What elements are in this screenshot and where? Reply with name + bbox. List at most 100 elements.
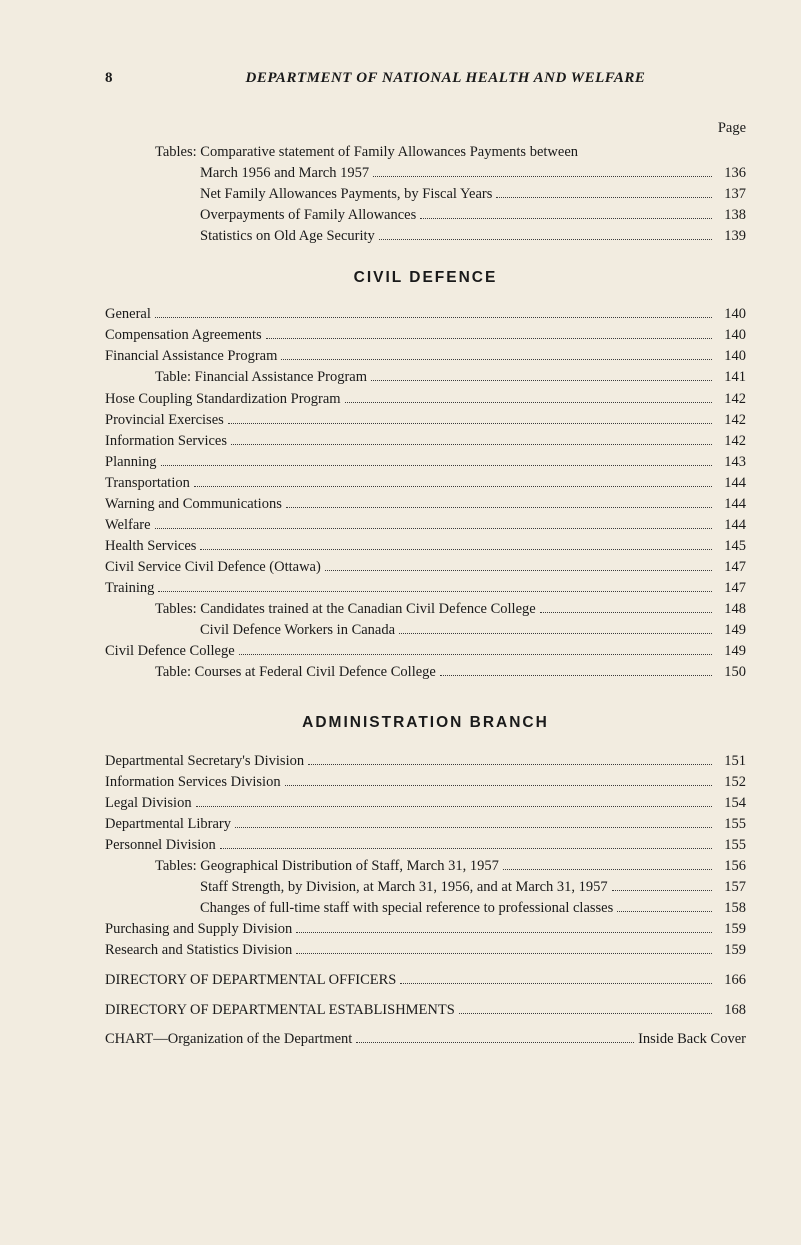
toc-leader-dots	[371, 380, 712, 381]
toc-label: Civil Defence Workers in Canada	[200, 621, 395, 641]
toc-leader-dots	[231, 444, 712, 445]
toc-label: Welfare	[105, 516, 151, 536]
toc-leader-dots	[161, 465, 712, 466]
toc-page-number: 145	[716, 537, 746, 557]
page-number: 8	[105, 70, 145, 87]
page-header: 8 DEPARTMENT OF NATIONAL HEALTH AND WELF…	[105, 70, 746, 87]
toc-leader-dots	[379, 239, 712, 240]
toc-entry: Hose Coupling Standardization Program142	[105, 390, 746, 410]
toc-label: Departmental Secretary's Division	[105, 752, 304, 772]
toc-page-number: 159	[716, 941, 746, 961]
toc-entry: General140	[105, 305, 746, 325]
toc-leader-dots	[200, 549, 712, 550]
toc-leader-dots	[194, 486, 712, 487]
toc-page-number: 158	[716, 899, 746, 919]
toc-page-number: Inside Back Cover	[638, 1030, 746, 1050]
toc-page-number: 140	[716, 305, 746, 325]
toc-entry: Legal Division 154	[105, 794, 746, 814]
toc-entry: Purchasing and Supply Division159	[105, 920, 746, 940]
toc-leader-dots	[617, 911, 712, 912]
toc-leader-dots	[325, 570, 712, 571]
toc-page-number: 144	[716, 474, 746, 494]
toc-leader-dots	[235, 827, 712, 828]
toc-label: Health Services	[105, 537, 196, 557]
toc-page-number: 149	[716, 642, 746, 662]
toc-entry: Statistics on Old Age Security 139	[105, 227, 746, 247]
toc-leader-dots	[399, 633, 712, 634]
toc-label: Tables: Geographical Distribution of Sta…	[155, 857, 499, 877]
toc-label: Table: Courses at Federal Civil Defence …	[155, 663, 436, 683]
toc-leader-dots	[285, 785, 712, 786]
toc-page-number: 142	[716, 432, 746, 452]
toc-page-number: 144	[716, 516, 746, 536]
toc-leader-dots	[296, 953, 712, 954]
toc-entry: Table: Financial Assistance Program141	[105, 368, 746, 388]
toc-leader-dots	[459, 1013, 712, 1014]
toc-entry: Departmental Library 155	[105, 815, 746, 835]
toc-label: Training	[105, 579, 154, 599]
toc-leader-dots	[503, 869, 712, 870]
toc-page-number: 140	[716, 326, 746, 346]
civil-defence-heading: CIVIL DEFENCE	[105, 268, 746, 289]
toc-entry: Provincial Exercises142	[105, 411, 746, 431]
toc-page-number: 137	[716, 185, 746, 205]
toc-entry: Net Family Allowances Payments, by Fisca…	[105, 185, 746, 205]
toc-page-number: 151	[716, 752, 746, 772]
toc-leader-dots	[155, 317, 712, 318]
toc-page-number: 159	[716, 920, 746, 940]
toc-entry: Personnel Division155	[105, 836, 746, 856]
toc-label: Personnel Division	[105, 836, 216, 856]
toc-label: DIRECTORY OF DEPARTMENTAL OFFICERS	[105, 971, 396, 991]
toc-page-number: 147	[716, 558, 746, 578]
toc-label: Tables: Candidates trained at the Canadi…	[155, 600, 536, 620]
toc-page-number: 157	[716, 878, 746, 898]
toc-leader-dots	[356, 1042, 634, 1043]
toc-entry: Planning143	[105, 453, 746, 473]
toc-leader-dots	[420, 218, 712, 219]
toc-label: Net Family Allowances Payments, by Fisca…	[200, 185, 492, 205]
toc-entry: Information Services142	[105, 432, 746, 452]
toc-entry: Overpayments of Family Allowances138	[105, 206, 746, 226]
toc-entry: Information Services Division152	[105, 773, 746, 793]
toc-page-number: 144	[716, 495, 746, 515]
toc-page-number: 147	[716, 579, 746, 599]
toc-entry: Tables: Candidates trained at the Canadi…	[105, 600, 746, 620]
toc-page-number: 166	[716, 971, 746, 991]
toc-entry: Health Services 145	[105, 537, 746, 557]
top-tables-block: Tables: Comparative statement of Family …	[105, 143, 746, 247]
civil-defence-entries: General140Compensation Agreements140Fina…	[105, 305, 746, 683]
toc-page-number: 139	[716, 227, 746, 247]
toc-entry: Civil Defence Workers in Canada149	[105, 621, 746, 641]
toc-leader-dots	[228, 423, 712, 424]
toc-label: Table: Financial Assistance Program	[155, 368, 367, 388]
toc-page-number: 156	[716, 857, 746, 877]
toc-page-number: 154	[716, 794, 746, 814]
toc-label: Overpayments of Family Allowances	[200, 206, 416, 226]
toc-label: Departmental Library	[105, 815, 231, 835]
toc-label: Statistics on Old Age Security	[200, 227, 375, 247]
toc-entry: DIRECTORY OF DEPARTMENTAL ESTABLISHMENTS…	[105, 1001, 746, 1021]
toc-entry: Transportation144	[105, 474, 746, 494]
toc-entry: Financial Assistance Program140	[105, 347, 746, 367]
toc-leader-dots	[345, 402, 712, 403]
toc-label: Legal Division	[105, 794, 192, 814]
toc-label: Planning	[105, 453, 157, 473]
toc-entry: CHART—Organization of the Department Insi…	[105, 1030, 746, 1050]
toc-entry: Research and Statistics Division159	[105, 941, 746, 961]
toc-entry: Civil Service Civil Defence (Ottawa)147	[105, 558, 746, 578]
toc-leader-dots	[296, 932, 712, 933]
toc-entry: Compensation Agreements140	[105, 326, 746, 346]
toc-leader-dots	[540, 612, 712, 613]
toc-leader-dots	[400, 983, 712, 984]
tables-prefix: Tables: Comparative statement of Family …	[155, 143, 578, 163]
toc-leader-dots	[266, 338, 712, 339]
toc-entry: Changes of full-time staff with special …	[105, 899, 746, 919]
toc-label: Financial Assistance Program	[105, 347, 277, 367]
page-column-label: Page	[105, 119, 746, 139]
toc-leader-dots	[308, 764, 712, 765]
toc-label: CHART—Organization of the Department	[105, 1030, 352, 1050]
toc-label: Provincial Exercises	[105, 411, 224, 431]
toc-page-number: 155	[716, 815, 746, 835]
toc-label: Warning and Communications	[105, 495, 282, 515]
page-content: Page Tables: Comparative statement of Fa…	[105, 119, 746, 1050]
